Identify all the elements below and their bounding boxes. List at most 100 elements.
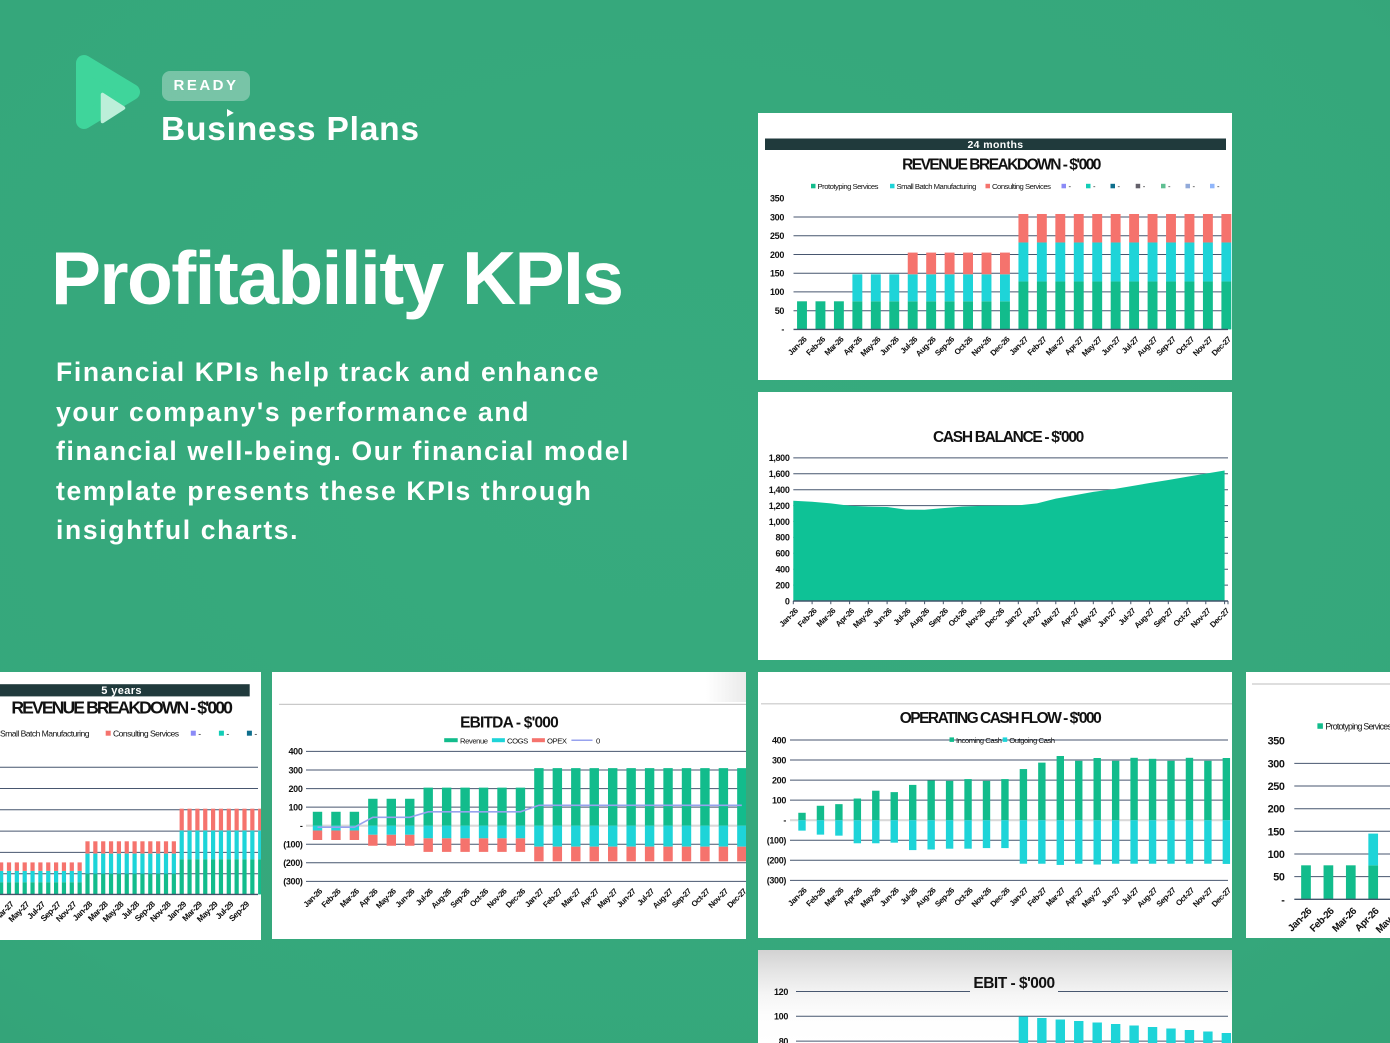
svg-text:Small Batch Manufacturing: Small Batch Manufacturing [0, 729, 90, 739]
svg-text:600: 600 [776, 549, 790, 559]
svg-text:Sep-27: Sep-27 [670, 886, 694, 910]
svg-text:150: 150 [770, 269, 784, 279]
svg-text:Jun-26: Jun-26 [394, 886, 417, 909]
svg-text:-: - [1281, 894, 1285, 906]
svg-text:-: - [1118, 182, 1121, 191]
svg-text:24 months: 24 months [967, 139, 1023, 151]
svg-text:Nov-26: Nov-26 [485, 886, 509, 910]
svg-text:Dec-27: Dec-27 [725, 886, 746, 910]
svg-text:350: 350 [770, 194, 784, 204]
svg-text:COGS: COGS [507, 736, 528, 745]
svg-text:1,600: 1,600 [769, 469, 790, 479]
svg-text:100: 100 [772, 795, 786, 805]
svg-text:100: 100 [1268, 849, 1285, 861]
svg-text:Feb-26: Feb-26 [796, 606, 819, 629]
svg-text:CASH BALANCE - $'000: CASH BALANCE - $'000 [933, 429, 1084, 446]
svg-text:Jan-27: Jan-27 [1003, 606, 1026, 629]
svg-text:Mar-26: Mar-26 [815, 606, 838, 629]
svg-text:300: 300 [772, 755, 786, 765]
svg-text:Aug-27: Aug-27 [1135, 334, 1159, 358]
svg-text:-: - [226, 728, 229, 738]
svg-text:REVENUE BREAKDOWN - $'000: REVENUE BREAKDOWN - $'000 [11, 698, 233, 718]
svg-text:May-26: May-26 [859, 334, 883, 358]
svg-text:1,000: 1,000 [769, 517, 790, 527]
svg-text:-: - [1143, 182, 1146, 191]
svg-text:Dec-26: Dec-26 [504, 886, 528, 910]
svg-text:200: 200 [1268, 804, 1285, 816]
svg-text:200: 200 [776, 580, 790, 590]
svg-text:100: 100 [774, 1012, 788, 1022]
svg-text:80: 80 [779, 1036, 789, 1043]
svg-text:Mar-27: Mar-27 [1044, 885, 1067, 908]
svg-text:(200): (200) [283, 858, 303, 868]
svg-text:400: 400 [776, 565, 790, 575]
svg-text:Jun-26: Jun-26 [871, 606, 894, 629]
svg-text:350: 350 [1268, 736, 1285, 748]
svg-text:Nov-26: Nov-26 [970, 885, 994, 909]
svg-text:Aug-27: Aug-27 [1133, 606, 1157, 630]
svg-text:-: - [1168, 182, 1171, 191]
svg-text:200: 200 [772, 775, 786, 785]
svg-text:-: - [781, 325, 784, 335]
svg-text:Jun-27: Jun-27 [1096, 606, 1119, 629]
svg-text:EBITDA - $'000: EBITDA - $'000 [460, 715, 558, 732]
svg-text:300: 300 [1268, 758, 1285, 770]
svg-text:May-27: May-27 [1080, 334, 1104, 358]
svg-text:Jun-26: Jun-26 [878, 885, 901, 908]
svg-text:-: - [254, 728, 257, 738]
svg-text:Small Batch Manufacturing: Small Batch Manufacturing [897, 182, 977, 191]
svg-text:200: 200 [289, 784, 303, 794]
svg-text:Mar-27: Mar-27 [1044, 334, 1067, 357]
svg-text:-: - [1069, 182, 1072, 191]
svg-text:May-27: May-27 [1080, 885, 1104, 909]
svg-text:(100): (100) [283, 840, 303, 850]
svg-text:5 years: 5 years [101, 685, 142, 697]
svg-text:Aug-26: Aug-26 [914, 334, 938, 358]
svg-text:May-27: May-27 [596, 886, 620, 910]
svg-text:200: 200 [770, 250, 784, 260]
svg-text:1,400: 1,400 [769, 485, 790, 495]
svg-text:May-26: May-26 [851, 606, 875, 630]
svg-text:800: 800 [776, 533, 790, 543]
svg-text:Sep-27: Sep-27 [1155, 885, 1179, 909]
svg-text:Feb-27: Feb-27 [1026, 885, 1049, 908]
svg-text:Aug-26: Aug-26 [430, 886, 454, 910]
svg-text:Aug-27: Aug-27 [1135, 885, 1159, 909]
svg-text:REVENUE BREAKDOWN - $'000: REVENUE BREAKDOWN - $'000 [902, 156, 1101, 173]
svg-text:(300): (300) [283, 877, 303, 887]
svg-text:Mar-26: Mar-26 [338, 886, 361, 909]
svg-text:Jun-27: Jun-27 [615, 886, 638, 909]
svg-text:Aug-26: Aug-26 [908, 606, 932, 630]
svg-text:Sep-26: Sep-26 [449, 886, 473, 910]
svg-text:May-26: May-26 [859, 885, 883, 909]
svg-text:0: 0 [785, 596, 790, 606]
svg-text:Mar-26: Mar-26 [823, 334, 846, 357]
svg-text:Feb-26: Feb-26 [804, 334, 827, 357]
svg-text:250: 250 [1268, 781, 1285, 793]
svg-text:120: 120 [774, 987, 788, 997]
svg-text:(100): (100) [767, 836, 787, 846]
svg-text:400: 400 [772, 735, 786, 745]
svg-text:0: 0 [596, 736, 600, 745]
svg-text:OPERATING CASH FLOW - $'000: OPERATING CASH FLOW - $'000 [900, 710, 1101, 727]
svg-text:Sep-27: Sep-27 [1152, 606, 1176, 630]
svg-text:Feb-27: Feb-27 [1021, 606, 1044, 629]
svg-text:1,200: 1,200 [769, 501, 790, 511]
svg-text:(300): (300) [767, 876, 787, 886]
svg-text:300: 300 [289, 765, 303, 775]
svg-text:Revenue: Revenue [460, 736, 488, 745]
svg-text:150: 150 [1268, 826, 1285, 838]
svg-text:-: - [1093, 182, 1096, 191]
svg-text:Outgoing Cash: Outgoing Cash [1009, 736, 1055, 745]
svg-text:EBIT - $'000: EBIT - $'000 [973, 975, 1054, 992]
svg-text:Sep-27: Sep-27 [1155, 334, 1179, 358]
svg-text:(200): (200) [767, 856, 787, 866]
svg-text:Feb-27: Feb-27 [541, 886, 564, 909]
svg-text:Dec-27: Dec-27 [1210, 885, 1232, 909]
svg-text:50: 50 [1273, 872, 1285, 884]
svg-text:Incoming Cash: Incoming Cash [956, 736, 1002, 745]
svg-text:Dec-27: Dec-27 [1210, 334, 1232, 358]
svg-text:Jun-27: Jun-27 [1100, 885, 1123, 908]
svg-text:Dec-26: Dec-26 [989, 334, 1013, 358]
svg-text:-: - [1217, 182, 1220, 191]
